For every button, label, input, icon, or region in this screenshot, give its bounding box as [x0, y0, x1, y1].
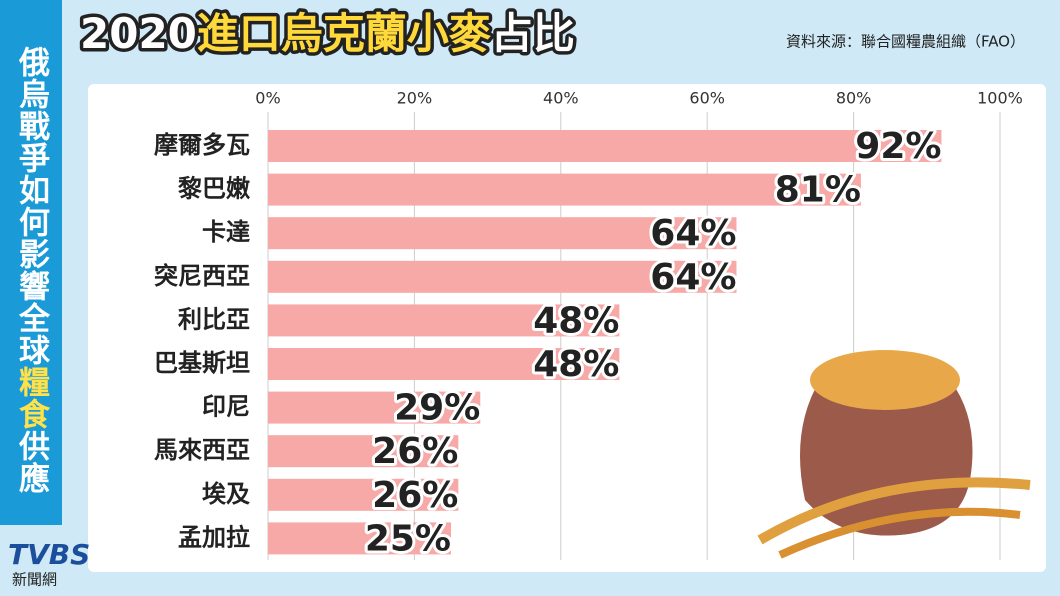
y-tick-label: 摩爾多瓦 — [154, 131, 250, 159]
y-tick-label: 卡達 — [202, 218, 250, 246]
y-tick-label: 印尼 — [202, 393, 250, 421]
x-tick-label: 60% — [689, 89, 725, 108]
title-part: 占比 — [491, 9, 575, 58]
data-label: 26% — [372, 475, 458, 516]
x-tick-label: 20% — [397, 89, 433, 108]
data-label: 26% — [372, 431, 458, 472]
data-label: 25% — [365, 518, 451, 559]
x-tick-label: 100% — [977, 89, 1023, 108]
bar — [268, 435, 459, 468]
title-highlight: 進口烏克蘭小麥 — [197, 9, 492, 58]
y-tick-label: 馬來西亞 — [154, 436, 250, 464]
logo-brand: TVBS — [8, 538, 90, 571]
y-tick-label: 埃及 — [202, 480, 250, 508]
data-label: 64% — [650, 213, 736, 254]
sidebar-highlight: 糧食 — [13, 365, 49, 430]
x-tick-label: 0% — [255, 89, 280, 108]
y-tick-label: 利比亞 — [178, 305, 250, 333]
data-label: 81% — [775, 170, 861, 211]
y-tick-label: 孟加拉 — [178, 523, 250, 551]
sidebar-text: 供應 — [13, 429, 49, 494]
bar — [268, 130, 942, 162]
title-part: 2020 — [80, 9, 197, 58]
x-tick-label: 80% — [836, 89, 872, 108]
sidebar: 俄烏戰爭如何影響全球糧食供應 — [0, 0, 62, 525]
data-label: 48% — [533, 300, 619, 341]
data-label: 29% — [394, 388, 480, 429]
y-tick-label: 巴基斯坦 — [154, 349, 250, 377]
source: 資料來源：聯合國糧農組織（FAO） — [786, 33, 1025, 51]
data-label: 48% — [533, 344, 619, 385]
y-tick-label: 黎巴嫩 — [178, 175, 251, 203]
bar — [268, 522, 451, 555]
bar — [268, 304, 620, 337]
data-label: 64% — [650, 257, 736, 298]
wheat-sack — [757, 350, 1031, 559]
sidebar-text: 俄烏戰爭如何影響全球 — [13, 45, 49, 366]
bar — [268, 391, 481, 424]
bar — [268, 217, 737, 250]
bar — [268, 478, 459, 511]
y-tick-label: 突尼西亞 — [154, 262, 250, 290]
bar — [268, 348, 620, 380]
bar — [268, 173, 861, 206]
bar — [268, 260, 737, 293]
chart-title: 2020進口烏克蘭小麥占比 — [80, 9, 575, 58]
logo-sub: 新聞網 — [12, 571, 57, 589]
x-tick-label: 40% — [543, 89, 579, 108]
data-label: 92% — [855, 126, 941, 167]
